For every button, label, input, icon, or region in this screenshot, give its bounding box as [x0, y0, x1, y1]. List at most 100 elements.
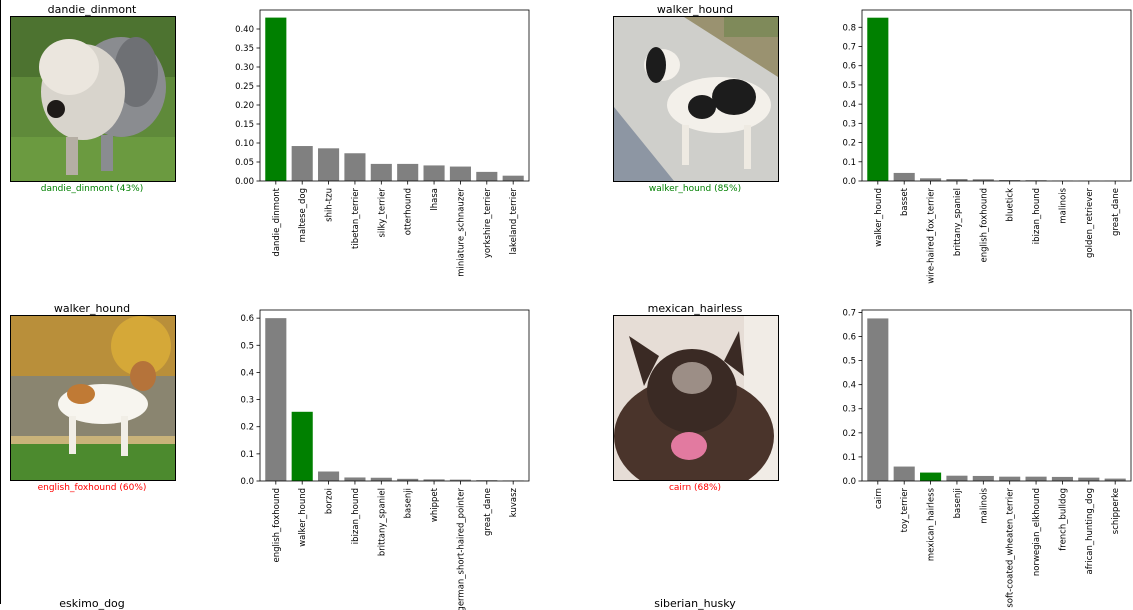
bar-miniature_schnauzer [450, 167, 471, 181]
probability-bar-chart: 0.000.050.100.150.200.250.300.350.40dand… [210, 10, 540, 260]
y-tick-label: 0.7 [842, 43, 856, 53]
y-tick-label: 0.5 [842, 81, 856, 91]
bar-ibizan_hound [344, 477, 365, 481]
y-tick-label: 0.6 [842, 332, 856, 342]
x-tick-label: miniature_schnauzer [456, 187, 466, 276]
x-tick-label: basenji [953, 488, 963, 518]
y-tick-label: 0.10 [235, 139, 254, 149]
axes-frame [862, 10, 1131, 181]
bar-borzoi [318, 472, 339, 482]
x-tick-label: great_dane [1111, 188, 1121, 236]
dog-photo [10, 315, 176, 481]
bar-mexican_hairless [920, 473, 941, 481]
x-tick-label: yorkshire_terrier [483, 188, 493, 259]
bar-basset [894, 173, 915, 181]
x-tick-label: ibizan_hound [1032, 188, 1042, 244]
x-tick-label: ibizan_hound [351, 488, 361, 544]
x-tick-label: brittany_spaniel [953, 188, 963, 256]
x-tick-label: walker_hound [298, 488, 308, 547]
x-tick-label: tibetan_terrier [351, 188, 361, 249]
image-caption: cairn (68%) [612, 483, 778, 494]
bar-cairn [867, 318, 888, 481]
x-tick-label: maltese_dog [298, 188, 308, 242]
y-tick-label: 0.6 [240, 314, 254, 324]
image-caption: walker_hound (85%) [612, 184, 778, 195]
left-border [0, 0, 1, 604]
x-tick-label: french_bulldog [1058, 488, 1068, 551]
probability-bar-chart: 0.0 0.1 0.2 0.3 0.4 0.5 0.6 0.7 cairn toy_terrier… [812, 310, 1133, 604]
bar-yorkshire_terrier [476, 172, 497, 181]
y-tick-label: 0.3 [842, 405, 856, 415]
bar-wire-haired_fox_terrier [920, 178, 941, 181]
y-tick-label: 0.5 [240, 341, 254, 351]
x-tick-label: toy_terrier [900, 488, 910, 533]
x-tick-label: malinois [1058, 187, 1068, 223]
bar-african_hunting_dog [1078, 478, 1099, 481]
y-tick-label: 0.15 [235, 120, 254, 130]
x-tick-label: golden_retriever [1085, 188, 1095, 258]
bar-lakeland_terrier [503, 176, 524, 181]
y-tick-label: 0.6 [842, 62, 856, 72]
x-tick-label: basset [900, 187, 910, 216]
y-tick-label: 0.1 [842, 158, 856, 168]
x-tick-label: kuvasz [509, 487, 519, 517]
x-tick-label: walker_hound [874, 188, 884, 247]
x-tick-label: lhasa [430, 188, 440, 211]
x-tick-label: malinois [979, 487, 989, 523]
image-title: mexican_hairless [612, 302, 778, 315]
probability-bar-chart: 0.0 0.1 0.2 0.3 0.4 0.5 0.6 0.7 0.8 walker_hound b… [812, 10, 1133, 260]
bar-brittany_spaniel [371, 478, 392, 481]
y-tick-label: 0.40 [235, 25, 254, 35]
bar-maltese_dog [292, 146, 313, 181]
y-tick-label: 0.4 [842, 381, 856, 391]
y-tick-label: 0.2 [842, 139, 856, 149]
y-tick-label: 0.4 [842, 100, 856, 110]
y-tick-label: 0.0 [842, 177, 856, 187]
y-tick-label: 0.2 [842, 429, 856, 439]
y-tick-label: 0.3 [240, 396, 254, 406]
y-tick-label: 0.5 [842, 357, 856, 367]
bar-soft-coated_wheaten_terrier [999, 477, 1020, 481]
x-tick-label: soft-coated_wheaten_terrier [1006, 488, 1016, 608]
bar-dandie_dinmont [265, 18, 286, 181]
x-tick-label: borzoi [325, 488, 335, 514]
bar-walker_hound [292, 412, 313, 481]
dog-photo [613, 315, 779, 481]
y-tick-label: 0.0 [842, 477, 856, 487]
bar-basenji [946, 476, 967, 481]
y-tick-label: 0.00 [235, 177, 254, 187]
bar-malinois [973, 476, 994, 481]
y-tick-label: 0.05 [235, 158, 254, 168]
bar-norwegian_elkhound [1026, 477, 1047, 481]
bar-french_bulldog [1052, 477, 1073, 481]
image-title: walker_hound [9, 302, 175, 315]
x-tick-label: dandie_dinmont [272, 187, 282, 256]
image-caption: english_foxhound (60%) [9, 483, 175, 494]
x-tick-label: whippet [430, 487, 440, 522]
bar-tibetan_terrier [344, 153, 365, 181]
bar-otterhound [397, 164, 418, 181]
bar-walker_hound [867, 18, 888, 181]
bar-english_foxhound [265, 318, 286, 481]
x-tick-label: brittany_spaniel [377, 488, 387, 556]
x-tick-label: mexican_hairless [927, 487, 937, 561]
image-title: walker_hound [612, 3, 778, 16]
x-tick-label: english_foxhound [272, 488, 282, 563]
y-tick-label: 0.7 [842, 308, 856, 318]
x-tick-label: great_dane [483, 488, 493, 536]
x-tick-label: silky_terrier [377, 188, 387, 238]
bar-lhasa [424, 165, 445, 181]
x-tick-label: schipperke [1111, 488, 1121, 534]
y-tick-label: 0.20 [235, 101, 254, 111]
y-tick-label: 0.1 [842, 453, 856, 463]
y-tick-label: 0.3 [842, 119, 856, 129]
x-tick-label: shih-tzu [325, 188, 335, 222]
y-tick-label: 0.8 [842, 23, 856, 33]
image-title: dandie_dinmont [9, 3, 175, 16]
y-tick-label: 0.30 [235, 63, 254, 73]
x-tick-label: cairn [874, 488, 884, 509]
y-tick-label: 0.35 [235, 44, 254, 54]
axes-frame [862, 310, 1131, 481]
bar-toy_terrier [894, 467, 915, 481]
